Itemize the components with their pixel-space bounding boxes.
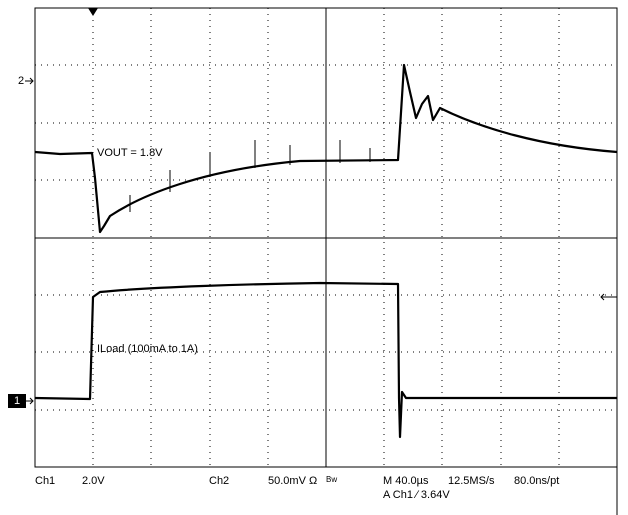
ch1-marker-box: [8, 394, 26, 408]
bw-label: Bw: [326, 475, 337, 484]
sample-rate: 12.5MS/s: [448, 475, 495, 487]
trigger-info: A Ch1 ∕ 3.64V: [383, 489, 450, 501]
vout-trace: [34, 63, 618, 234]
trigger-marker: [88, 8, 98, 16]
ch2-marker: 2: [18, 75, 24, 87]
ch2-scale: 50.0mV Ω: [268, 475, 317, 487]
resolution: 80.0ns/pt: [514, 475, 559, 487]
ch1-label: Ch1: [35, 475, 55, 487]
ch2-label: Ch2: [209, 475, 229, 487]
timebase: M 40.0µs: [383, 475, 429, 487]
ch1-scale: 2.0V: [82, 475, 105, 487]
ch1-marker: 1: [14, 395, 20, 407]
vout-label: VOUT = 1.8V: [97, 147, 163, 159]
graticule: [34, 7, 618, 468]
iload-trace: [34, 281, 617, 439]
ch1-arrow: [26, 397, 34, 405]
ch2-arrow: [25, 77, 34, 85]
iload-label: ILoad (100mA to 1A): [97, 343, 198, 355]
trigger-level-arrow: [600, 293, 617, 301]
vout-noise: [129, 140, 371, 212]
